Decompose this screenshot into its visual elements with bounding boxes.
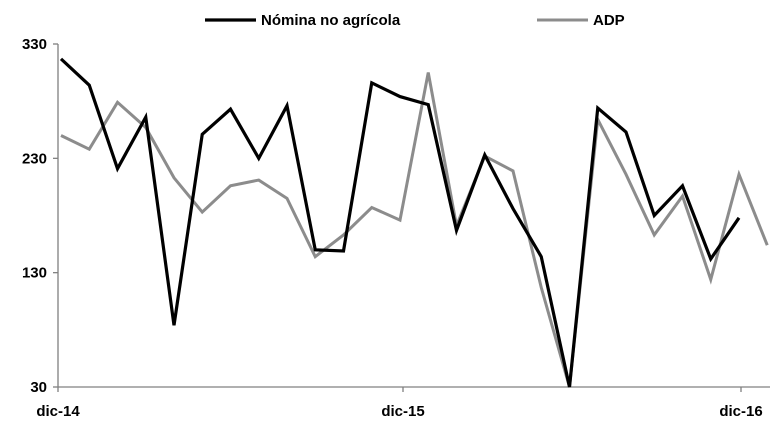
axes: [57, 44, 770, 388]
series-line-nomina-no-agricola: [59, 57, 741, 388]
x-tick-label: dic-15: [381, 403, 424, 420]
y-tick-label: 230: [22, 150, 47, 167]
y-tick-label: 30: [30, 379, 47, 396]
legend: Nómina no agrícola ADP: [205, 12, 625, 29]
x-ticks: dic-14 dic-15 dic-16: [36, 387, 763, 420]
legend-label-adp: ADP: [593, 12, 625, 29]
series-line-adp: [60, 72, 769, 388]
y-ticks: 330 230 130 30: [22, 36, 58, 396]
x-tick-label: dic-16: [719, 403, 762, 420]
legend-label-nomina-no-agricola: Nómina no agrícola: [261, 12, 401, 29]
x-tick-label: dic-14: [36, 403, 80, 420]
y-tick-label: 330: [22, 36, 47, 53]
y-tick-label: 130: [22, 265, 47, 282]
series-lines: [59, 57, 769, 388]
